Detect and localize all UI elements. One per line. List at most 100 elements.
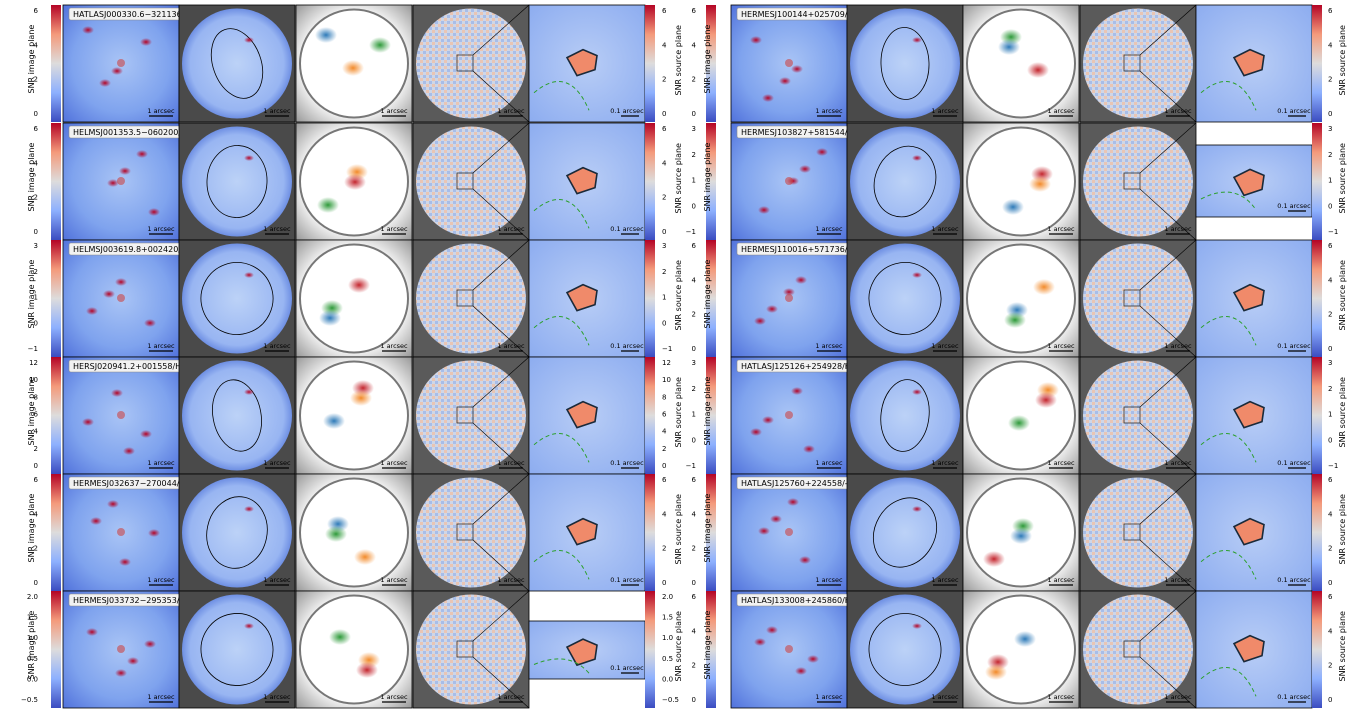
tick-label: 1 xyxy=(1328,411,1332,419)
source-component-blob xyxy=(354,549,376,565)
tick-label: 0.0 xyxy=(27,675,38,683)
image-feature xyxy=(107,500,119,508)
tick-label: 2 xyxy=(692,76,696,84)
source-component-blob xyxy=(369,37,391,53)
source-contour xyxy=(1232,634,1265,663)
tick-label: 0 xyxy=(1328,345,1332,353)
tick-label: 1 xyxy=(692,411,696,419)
image-feature xyxy=(115,669,127,677)
tick-label: 0.5 xyxy=(662,655,673,663)
y-axis-label-source: SNR source plane xyxy=(674,143,683,214)
colorbar-source-plane xyxy=(645,123,655,240)
residual-disk xyxy=(1083,243,1193,354)
y-axis-label-image: SNR image plane xyxy=(703,377,712,446)
colorbar-image-plane xyxy=(51,357,61,474)
model-feature xyxy=(244,389,254,395)
tick-label: 3 xyxy=(662,242,666,250)
zoom-line xyxy=(472,422,530,475)
source-component-blob xyxy=(1033,279,1055,295)
critical-curve xyxy=(533,199,590,229)
scalebar-label: 1 arcsec xyxy=(815,225,843,233)
scalebar-label: 1 arcsec xyxy=(147,459,175,467)
scalebar-label: 0.1 arcsec xyxy=(1277,693,1311,701)
source-name: HELMSJ003619.8+002420/HeLMS14/No. 4 xyxy=(73,245,242,254)
residual-disk xyxy=(416,243,526,354)
scalebar-label: 1 arcsec xyxy=(380,342,408,350)
scalebar-label: 0.1 arcsec xyxy=(1277,202,1311,210)
image-feature xyxy=(82,418,94,426)
y-axis-label-source: SNR source plane xyxy=(674,377,683,448)
zoom-line xyxy=(472,539,530,592)
tick-label: 4 xyxy=(1328,510,1333,518)
image-center-noise xyxy=(785,59,793,67)
tick-label: 6 xyxy=(1328,476,1333,484)
lens-row: 0 2 4 6 SNR image plane 1 arcsec HATLASJ000330… xyxy=(27,4,683,123)
residual-disk xyxy=(1083,126,1193,237)
zoom-line xyxy=(1139,356,1197,408)
colorbar-image-plane xyxy=(51,240,61,357)
source-contour xyxy=(565,283,598,312)
scalebar-label: 1 arcsec xyxy=(815,459,843,467)
colorbar-source-plane xyxy=(645,5,655,122)
scalebar-label: 1 arcsec xyxy=(815,576,843,584)
zoom-box xyxy=(1123,172,1141,190)
image-feature xyxy=(82,26,94,34)
y-axis-label-image: SNR image plane xyxy=(703,143,712,212)
tick-label: 1 xyxy=(662,294,666,302)
tick-label: −1 xyxy=(686,462,696,470)
image-feature xyxy=(115,278,127,286)
scalebar-label: 1 arcsec xyxy=(931,693,959,701)
image-feature xyxy=(816,148,828,156)
image-center-noise xyxy=(785,294,793,302)
zoom-line xyxy=(1139,4,1197,56)
source-contour xyxy=(1232,283,1265,312)
scalebar-label: 0.1 arcsec xyxy=(1277,107,1311,115)
image-feature xyxy=(762,416,774,424)
tick-label: −1 xyxy=(28,345,38,353)
caustic-ellipse xyxy=(880,379,930,452)
colorbar-source-plane xyxy=(645,591,655,708)
tick-label: −0.5 xyxy=(662,696,679,704)
source-name: HERMESJ033732−295353/HECDFS02/No. 10 xyxy=(73,596,251,605)
tick-label: 6 xyxy=(1328,242,1333,250)
critical-curve xyxy=(1200,191,1257,211)
tick-label: 12 xyxy=(662,359,671,367)
tick-label: 0 xyxy=(1328,202,1332,210)
tick-label: 2 xyxy=(662,268,666,276)
colorbar-image-plane xyxy=(51,474,61,591)
scalebar-label: 1 arcsec xyxy=(263,342,291,350)
y-axis-label-source: SNR source plane xyxy=(674,494,683,565)
model-feature xyxy=(912,272,922,278)
image-center-noise xyxy=(785,177,793,185)
source-component-blob xyxy=(1008,415,1030,431)
tick-label: 1.5 xyxy=(27,614,38,622)
tick-label: 0.0 xyxy=(662,675,673,683)
scalebar-label: 1 arcsec xyxy=(1047,459,1075,467)
tick-label: 1 xyxy=(34,294,38,302)
source-name: HATLASJ133008+245860/HerBS12/No. 18 xyxy=(741,596,908,605)
image-feature xyxy=(799,165,811,173)
tick-label: 4 xyxy=(34,159,39,167)
source-component-blob xyxy=(348,277,370,293)
tick-label: 2 xyxy=(692,311,696,319)
scalebar-label: 1 arcsec xyxy=(815,107,843,115)
scalebar-label: 1 arcsec xyxy=(497,576,525,584)
model-disk xyxy=(850,243,960,354)
source-component-blob xyxy=(985,664,1007,680)
y-axis-label-source: SNR source plane xyxy=(1338,611,1347,682)
image-feature xyxy=(783,288,795,296)
tick-label: 12 xyxy=(29,359,38,367)
tick-label: 4 xyxy=(662,510,667,518)
residual-disk xyxy=(416,8,526,119)
scalebar-label: 1 arcsec xyxy=(1047,576,1075,584)
model-feature xyxy=(244,623,254,629)
image-feature xyxy=(762,94,774,102)
tick-label: 4 xyxy=(662,41,667,49)
scalebar-label: 1 arcsec xyxy=(380,225,408,233)
source-name: HERMESJ103827+581544/HLock04/No. 13 xyxy=(741,128,911,137)
model-feature xyxy=(912,155,922,161)
zoom-line xyxy=(1139,188,1197,241)
tick-label: 8 xyxy=(662,393,666,401)
tick-label: −1 xyxy=(1328,462,1338,470)
critical-curve xyxy=(1200,550,1257,580)
